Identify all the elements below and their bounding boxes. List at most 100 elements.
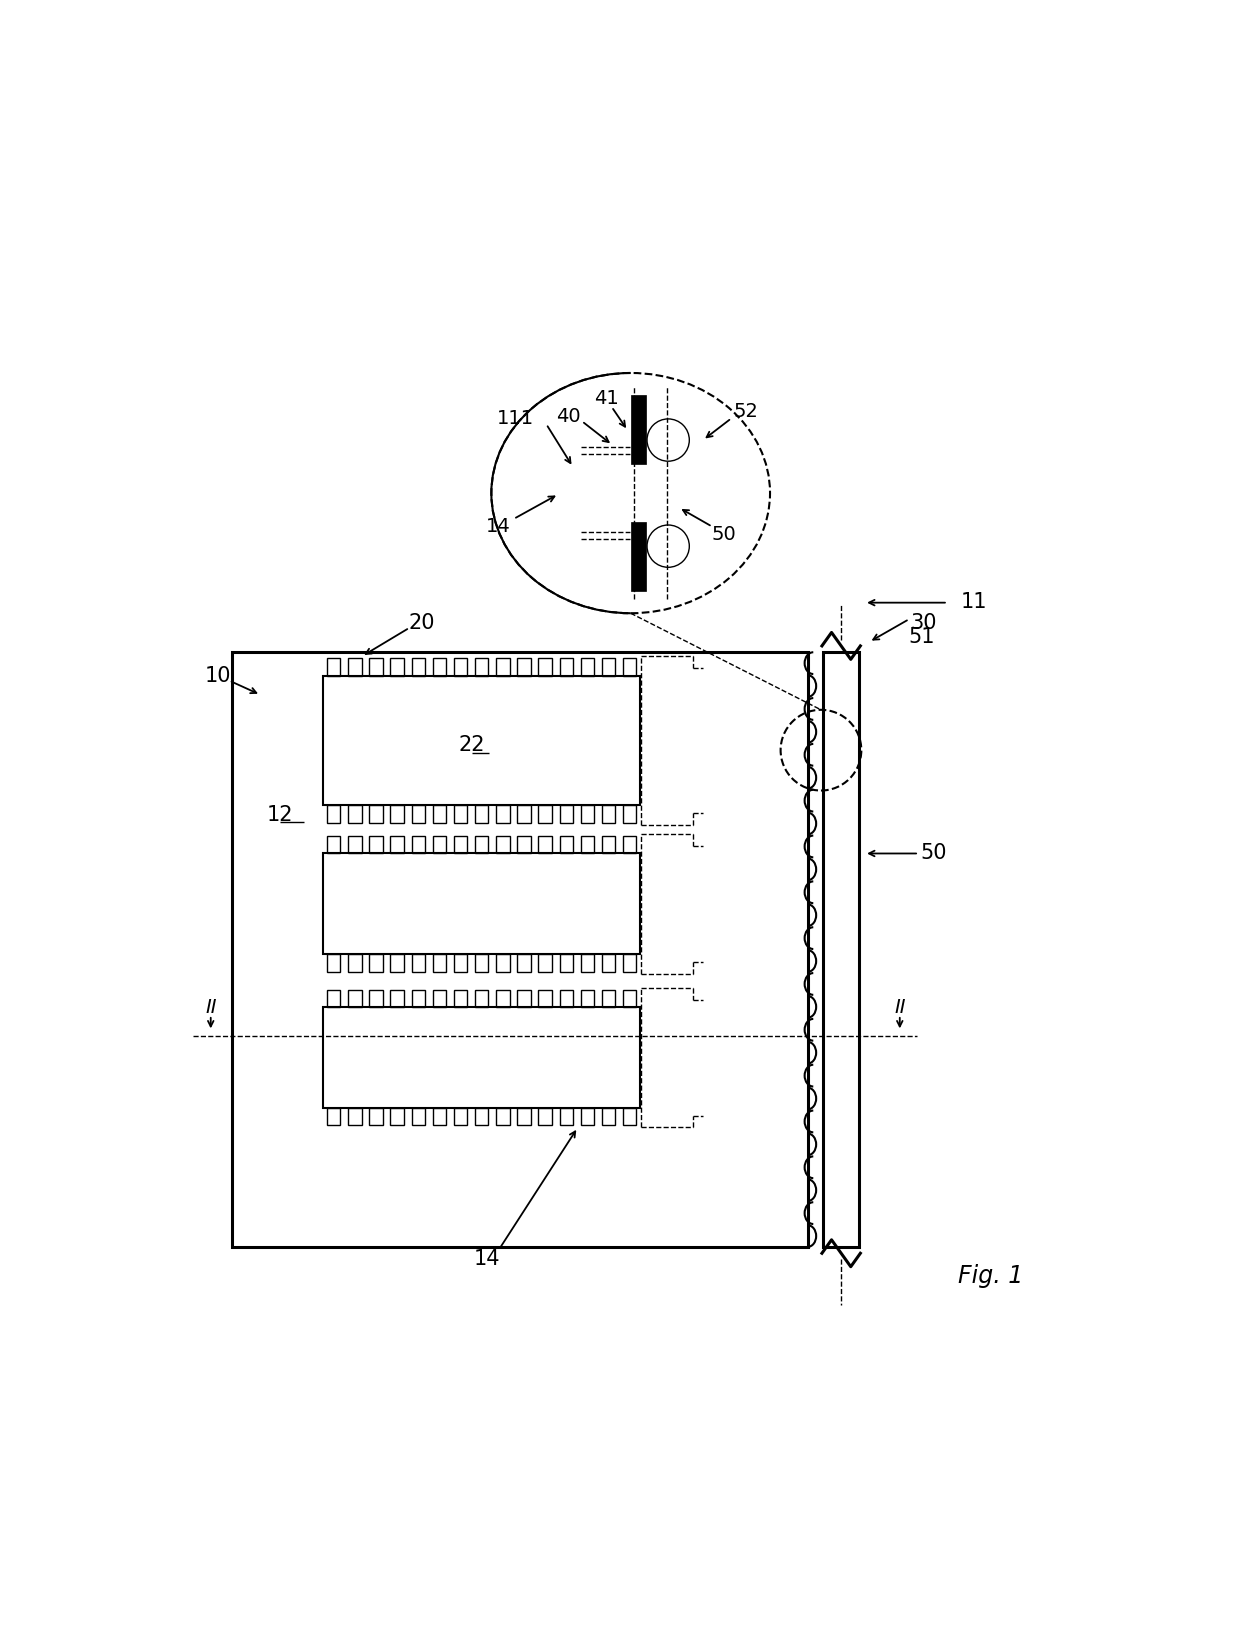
Bar — [370, 990, 383, 1008]
Bar — [454, 1108, 467, 1125]
Bar — [433, 955, 446, 971]
Bar — [580, 1108, 594, 1125]
Bar — [327, 659, 341, 676]
Bar — [580, 990, 594, 1008]
Bar — [475, 836, 489, 854]
Bar — [601, 1108, 615, 1125]
Bar — [496, 1108, 510, 1125]
Bar — [327, 836, 341, 854]
Bar — [517, 806, 531, 823]
Bar — [622, 659, 636, 676]
Bar — [412, 836, 425, 854]
Bar — [412, 806, 425, 823]
Bar — [391, 836, 404, 854]
Bar — [559, 836, 573, 854]
Bar — [823, 651, 859, 1247]
Bar — [412, 990, 425, 1008]
Text: 111: 111 — [497, 408, 534, 428]
Bar — [327, 806, 341, 823]
Bar — [348, 659, 362, 676]
Text: 50: 50 — [712, 525, 737, 544]
Text: 50: 50 — [920, 844, 946, 864]
Text: 51: 51 — [909, 628, 935, 648]
Bar — [370, 659, 383, 676]
Bar — [622, 836, 636, 854]
Bar — [370, 806, 383, 823]
Bar — [580, 836, 594, 854]
Bar — [622, 955, 636, 971]
Bar — [324, 676, 640, 806]
Bar — [496, 836, 510, 854]
Bar — [391, 806, 404, 823]
Bar — [475, 990, 489, 1008]
Bar — [370, 955, 383, 971]
Bar — [622, 1108, 636, 1125]
Bar — [454, 806, 467, 823]
Text: 10: 10 — [205, 666, 232, 686]
Text: 12: 12 — [267, 805, 293, 824]
Bar — [475, 1108, 489, 1125]
Bar — [370, 836, 383, 854]
Bar — [475, 955, 489, 971]
Bar — [496, 659, 510, 676]
Bar — [601, 659, 615, 676]
Bar — [517, 990, 531, 1008]
Bar — [559, 659, 573, 676]
Bar — [348, 1108, 362, 1125]
Bar — [327, 1108, 341, 1125]
Bar — [391, 1108, 404, 1125]
Bar — [559, 990, 573, 1008]
Bar — [538, 836, 552, 854]
Bar — [412, 955, 425, 971]
Text: 11: 11 — [961, 591, 987, 611]
Bar — [601, 836, 615, 854]
Bar — [622, 990, 636, 1008]
Bar — [232, 651, 808, 1247]
Bar — [631, 522, 646, 591]
Text: 41: 41 — [594, 390, 619, 408]
Bar — [454, 659, 467, 676]
Bar — [454, 836, 467, 854]
Bar — [412, 1108, 425, 1125]
Bar — [475, 806, 489, 823]
Text: 52: 52 — [734, 401, 759, 421]
Text: II: II — [894, 998, 905, 1016]
Bar — [433, 806, 446, 823]
Text: 14: 14 — [474, 1249, 500, 1269]
Bar — [622, 806, 636, 823]
Bar — [559, 1108, 573, 1125]
Bar — [496, 806, 510, 823]
Bar — [517, 659, 531, 676]
Bar — [454, 990, 467, 1008]
Bar — [580, 955, 594, 971]
Bar — [348, 990, 362, 1008]
Bar — [631, 395, 646, 464]
Text: 20: 20 — [409, 613, 435, 633]
Bar — [559, 955, 573, 971]
Bar — [496, 990, 510, 1008]
Bar — [454, 955, 467, 971]
Bar — [324, 1008, 640, 1108]
Bar — [475, 659, 489, 676]
Text: II: II — [205, 998, 217, 1016]
Bar — [601, 806, 615, 823]
Bar — [433, 836, 446, 854]
Bar — [517, 955, 531, 971]
Bar — [327, 990, 341, 1008]
Bar — [538, 955, 552, 971]
Bar — [348, 836, 362, 854]
Bar — [391, 659, 404, 676]
Bar — [517, 1108, 531, 1125]
Text: 40: 40 — [556, 406, 580, 426]
Bar — [327, 955, 341, 971]
Bar — [601, 955, 615, 971]
Bar — [580, 659, 594, 676]
Bar — [538, 806, 552, 823]
Bar — [433, 1108, 446, 1125]
Bar — [538, 659, 552, 676]
Bar — [433, 990, 446, 1008]
Bar — [517, 836, 531, 854]
Bar — [391, 955, 404, 971]
Bar — [538, 990, 552, 1008]
Bar — [348, 955, 362, 971]
